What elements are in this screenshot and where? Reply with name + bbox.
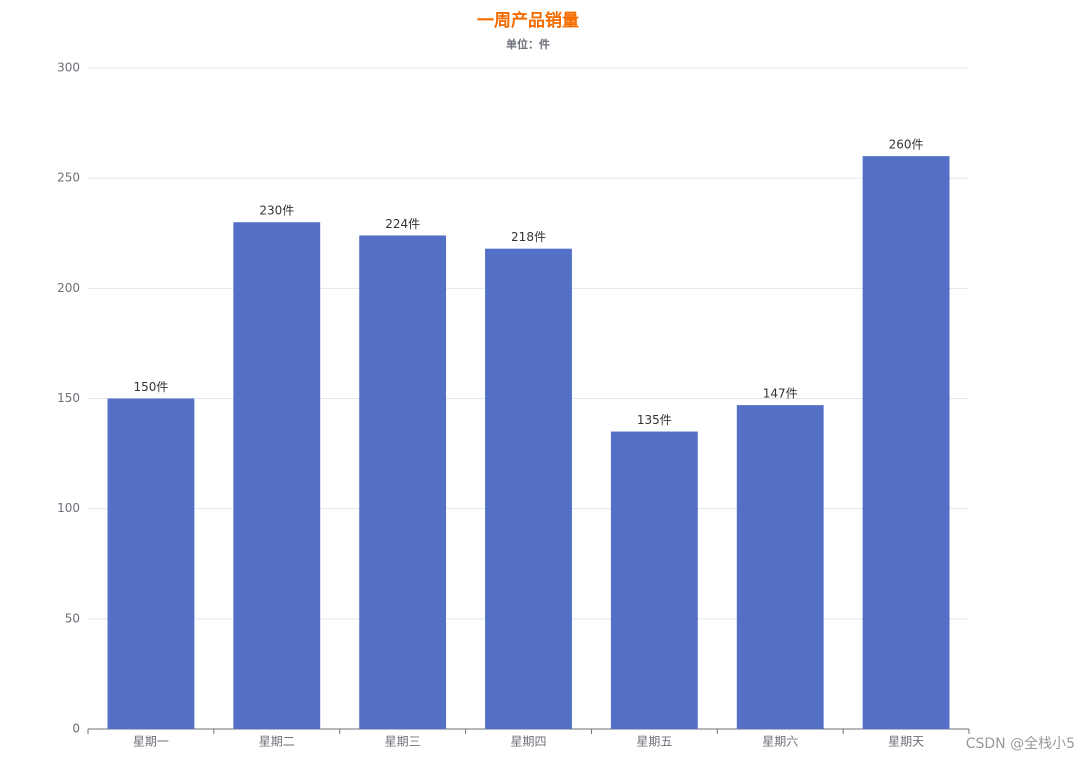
x-tick-label: 星期四 [510, 735, 546, 749]
y-tick-label: 300 [57, 61, 80, 75]
y-tick-label: 200 [57, 281, 80, 295]
x-tick-label: 星期二 [259, 735, 295, 749]
y-tick-label: 250 [57, 171, 80, 185]
bar [862, 156, 950, 730]
y-tick-label: 100 [57, 501, 80, 515]
y-tick-label: 0 [72, 722, 80, 736]
value-label: 218件 [511, 230, 546, 244]
y-tick-label: 150 [57, 391, 80, 405]
bar [736, 405, 824, 729]
bar [359, 235, 447, 729]
chart-title: 一周产品销量 [477, 10, 579, 31]
bar [485, 248, 572, 729]
watermark: CSDN @全栈小5 [966, 735, 1075, 752]
x-tick-label: 星期三 [385, 735, 421, 749]
value-label: 224件 [385, 217, 420, 231]
value-label: 147件 [763, 387, 798, 401]
x-tick-label: 星期天 [888, 735, 924, 749]
bar [107, 398, 195, 729]
bar [610, 431, 698, 729]
chart-subtitle: 单位：件 [506, 37, 550, 51]
value-label: 230件 [259, 204, 294, 218]
x-tick-label: 星期六 [762, 735, 798, 749]
value-label: 260件 [889, 138, 924, 152]
x-tick-label: 星期五 [636, 735, 672, 749]
bar [233, 222, 321, 729]
value-label: 135件 [637, 413, 672, 427]
y-tick-label: 50 [65, 611, 80, 625]
x-tick-label: 星期一 [133, 735, 169, 749]
value-label: 150件 [133, 380, 168, 394]
